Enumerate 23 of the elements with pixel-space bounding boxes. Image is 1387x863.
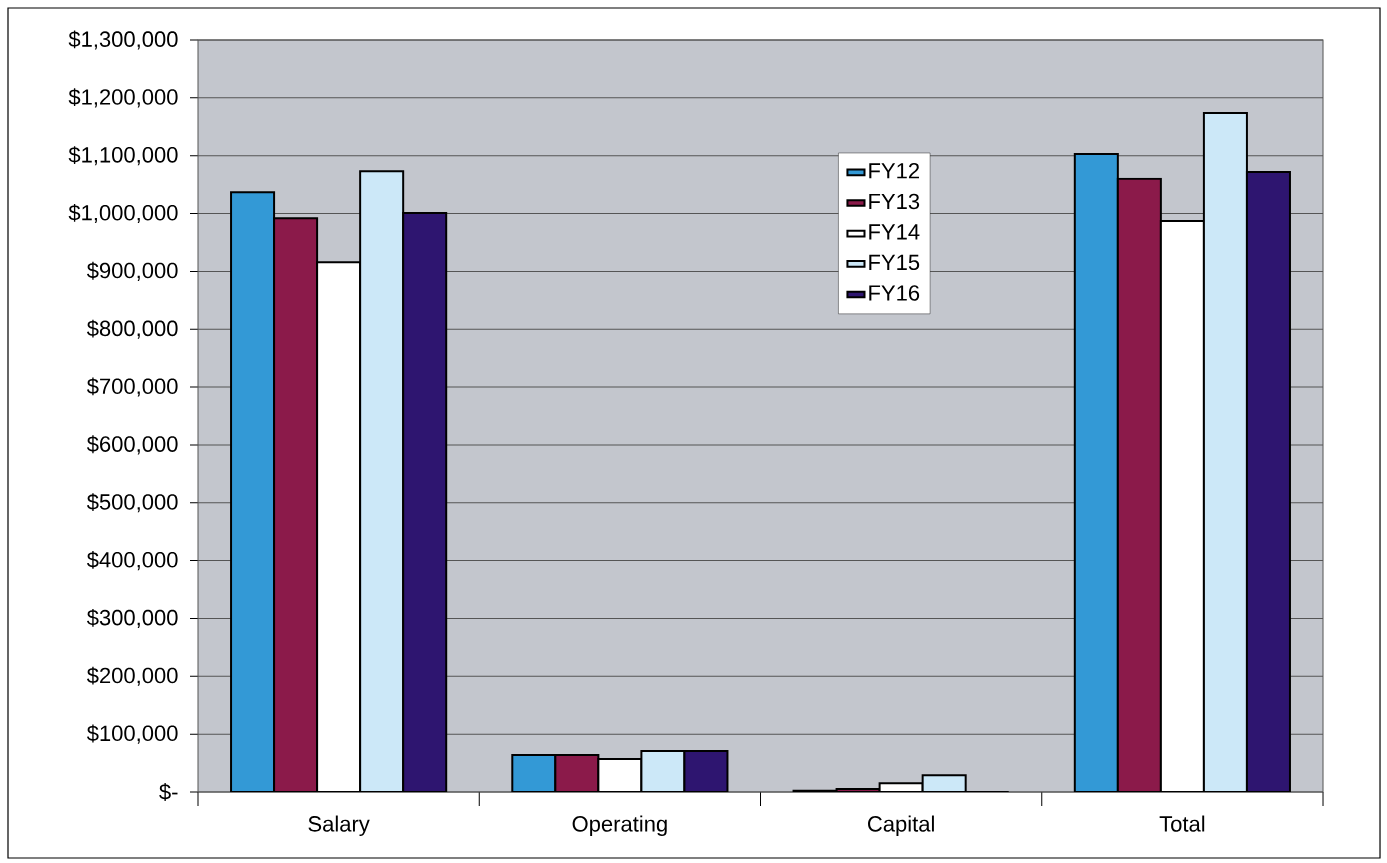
y-tick-label: $200,000 — [86, 666, 178, 686]
y-tick-label: $- — [159, 783, 178, 801]
legend-label: FY14 — [869, 224, 920, 240]
legend-label: FY13 — [869, 193, 920, 210]
y-tick-label: $1,300,000 — [68, 30, 178, 50]
legend-label: FY12 — [869, 162, 919, 179]
y-tick-label: $1,000,000 — [68, 203, 178, 224]
x-tick-label: Total — [1159, 815, 1205, 832]
y-tick-label: $700,000 — [86, 377, 178, 397]
y-tick-label: $1,200,000 — [68, 88, 178, 108]
legend-label: FY15 — [869, 254, 920, 271]
y-tick-label: $1,100,000 — [68, 146, 178, 166]
x-tick-label: Capital — [868, 815, 934, 837]
y-tick-label: $400,000 — [86, 551, 178, 571]
y-tick-label: $800,000 — [86, 319, 178, 339]
x-tick-label: Operating — [572, 815, 667, 837]
y-tick-label: $100,000 — [86, 724, 178, 744]
y-tick-label: $500,000 — [86, 493, 178, 513]
y-tick-label: $300,000 — [86, 608, 178, 628]
legend-label: FY16 — [869, 285, 920, 301]
y-tick-label: $600,000 — [86, 435, 178, 455]
y-tick-label: $900,000 — [86, 261, 178, 281]
x-tick-label: Salary — [308, 815, 370, 837]
